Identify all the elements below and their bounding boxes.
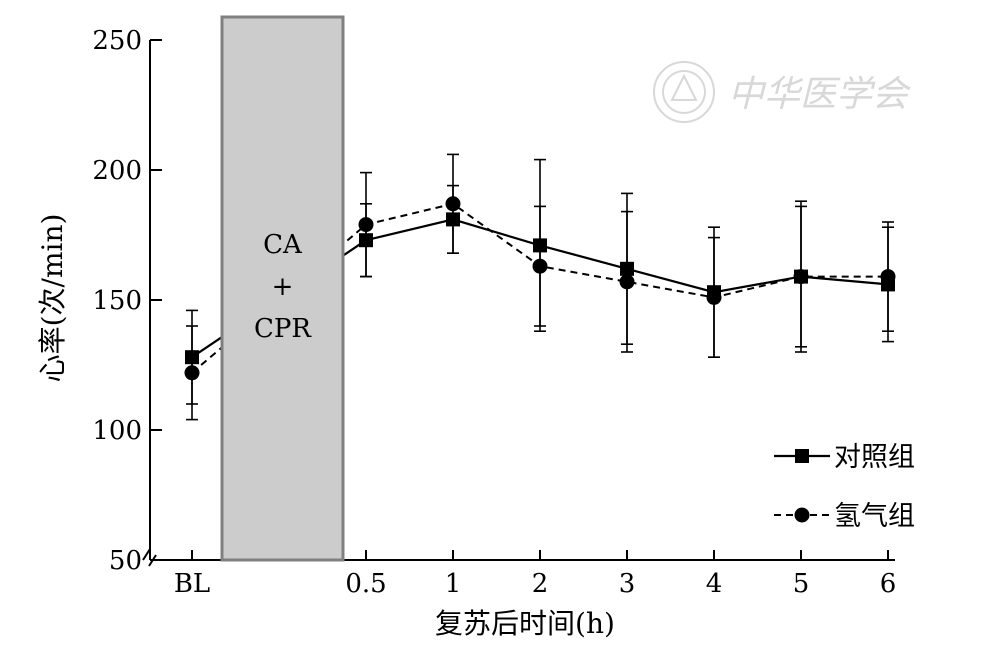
intervention-label-line: CPR — [254, 314, 312, 344]
legend-circle-marker — [794, 507, 810, 523]
x-tick-label-BL: BL — [174, 569, 210, 599]
x-tick-label-4: 4 — [706, 569, 723, 599]
point-对照组-3 — [620, 261, 634, 276]
x-tick-label-6: 6 — [880, 569, 897, 599]
y-tick-label-50: 50 — [109, 546, 142, 576]
point-氢气组-BL — [184, 365, 200, 381]
point-对照组-2 — [533, 238, 547, 253]
legend-square-marker — [795, 449, 809, 463]
x-tick-label-0.5: 0.5 — [345, 569, 386, 599]
series-line-对照组 — [191, 218, 889, 359]
intervention-label-line: + — [272, 272, 294, 302]
y-axis-label: 心率(次/min) — [36, 214, 69, 383]
x-tick-label-2: 2 — [532, 569, 549, 599]
point-氢气组-2 — [532, 258, 548, 274]
point-氢气组-1 — [445, 196, 461, 212]
watermark-seal-icon — [653, 61, 715, 123]
point-氢气组-0.5 — [358, 217, 374, 233]
y-tick-label-150: 150 — [92, 286, 142, 316]
intervention-box — [220, 15, 345, 562]
legend-label-对照组: 对照组 — [834, 442, 915, 473]
watermark: 中华医学会 — [653, 61, 912, 123]
x-tick-label-5: 5 — [793, 569, 810, 599]
x-tick-label-3: 3 — [619, 569, 636, 599]
y-tick-label-200: 200 — [92, 156, 142, 186]
point-对照组-6 — [881, 277, 895, 292]
y-tick-label-250: 250 — [92, 26, 142, 56]
x-tick-label-1: 1 — [445, 569, 462, 599]
intervention-label-line: CA — [263, 230, 303, 260]
watermark-text: 中华医学会 — [728, 74, 912, 115]
point-对照组-1 — [446, 212, 460, 227]
point-对照组-BL — [185, 350, 199, 365]
intervention-label: CA + CPR — [254, 230, 312, 344]
point-对照组-0.5 — [359, 233, 373, 248]
point-对照组-4 — [707, 285, 721, 300]
point-氢气组-3 — [619, 274, 635, 290]
y-tick-label-100: 100 — [92, 416, 142, 446]
legend-label-氢气组: 氢气组 — [834, 501, 915, 532]
point-对照组-5 — [794, 269, 808, 284]
x-axis-label: 复苏后时间(h) — [435, 607, 615, 640]
